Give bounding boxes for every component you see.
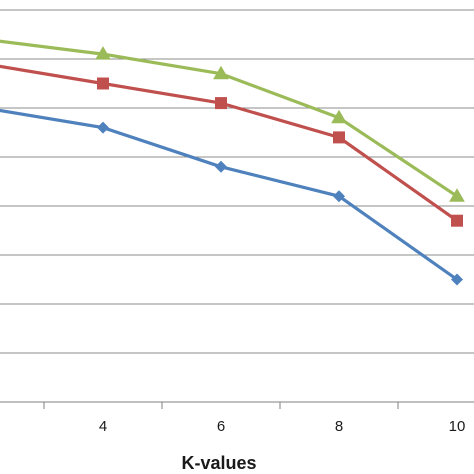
data-point-square: [97, 77, 109, 90]
x-tick-label: 8: [335, 418, 343, 435]
series-square: [0, 64, 463, 227]
x-tick-label: 6: [217, 418, 225, 435]
x-axis-ticks: [43, 402, 399, 409]
data-point-diamond: [451, 273, 463, 286]
series-line: [0, 64, 458, 223]
data-point-triangle: [213, 65, 229, 80]
series-diamond: [0, 108, 463, 286]
x-tick-label: 4: [99, 418, 107, 435]
x-tick-labels: 4 6 8 10: [99, 418, 466, 435]
data-point-square: [333, 131, 345, 144]
data-point-triangle: [95, 46, 111, 60]
series-line: [0, 108, 458, 281]
data-point-triangle: [449, 188, 465, 202]
data-point-square: [215, 97, 227, 110]
data-point-square: [451, 214, 463, 227]
data-point-diamond: [333, 190, 345, 203]
data-point-triangle: [331, 109, 347, 124]
series-lines: [0, 39, 465, 286]
x-tick-label: 10: [449, 418, 466, 435]
series-triangle: [0, 39, 465, 202]
x-axis-title: K-values: [181, 453, 256, 473]
data-point-diamond: [97, 121, 109, 134]
data-point-diamond: [215, 160, 227, 173]
